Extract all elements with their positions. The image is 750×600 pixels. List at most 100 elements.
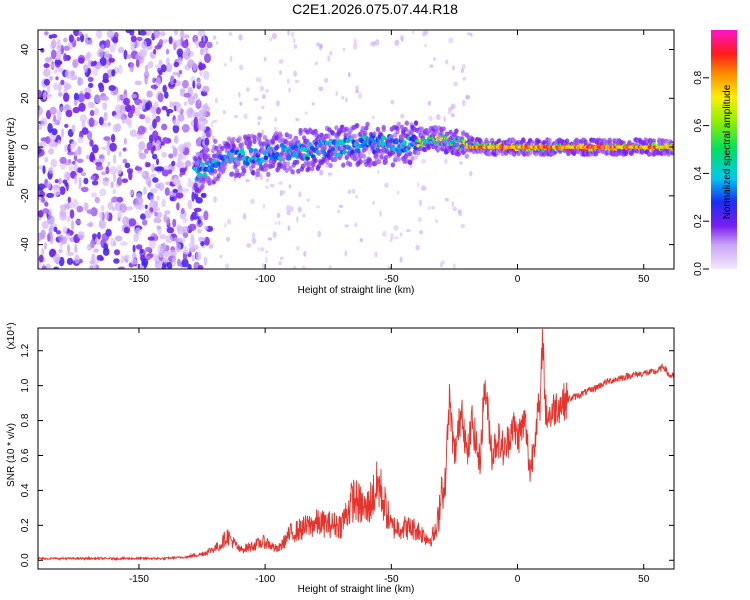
- heatmap-cell: [161, 264, 167, 269]
- heatmap-cell: [361, 153, 367, 159]
- heatmap-cell: [152, 200, 159, 208]
- heatmap-cell: [564, 138, 570, 144]
- heatmap-cell: [181, 124, 190, 133]
- heatmap-cell: [105, 39, 111, 48]
- heatmap-cell: [228, 158, 233, 164]
- heatmap-cell: [77, 136, 84, 144]
- heatmap-cell: [423, 147, 428, 153]
- heatmap-cell: [324, 77, 329, 83]
- y-tick-label: 1.0: [20, 378, 31, 392]
- heatmap-cell: [431, 144, 436, 150]
- heatmap-cell: [155, 183, 161, 189]
- heatmap-cell: [96, 30, 103, 39]
- heatmap-cell: [675, 146, 679, 150]
- heatmap-cell: [648, 151, 653, 157]
- heatmap-cell: [57, 82, 62, 93]
- heatmap-cell: [295, 117, 300, 122]
- heatmap-cell: [443, 139, 449, 145]
- heatmap-cell: [163, 39, 168, 44]
- heatmap-cell: [265, 256, 268, 264]
- heatmap-cell: [144, 148, 149, 155]
- heatmap-cell: [153, 30, 161, 39]
- heatmap-cell: [207, 177, 212, 183]
- heatmap-cell: [367, 162, 372, 168]
- snr-y-ticks: 0.0 0.2 0.4 0.6 0.8 1.0 1.2: [20, 343, 674, 567]
- heatmap-cell: [103, 111, 108, 122]
- heatmap-cell: [156, 158, 159, 166]
- heatmap-cell: [139, 248, 144, 254]
- heatmap-cell: [287, 78, 290, 84]
- heatmap-cell: [451, 113, 455, 118]
- heatmap-cell: [289, 206, 294, 212]
- heatmap-cell: [217, 149, 223, 156]
- heatmap-cell: [243, 113, 248, 120]
- heatmap-cell: [93, 248, 99, 253]
- heatmap-cell: [56, 45, 62, 50]
- heatmap-cell: [252, 138, 257, 144]
- heatmap-cell: [162, 84, 167, 93]
- y-tick-label: 0.2: [20, 518, 31, 532]
- heatmap-cell: [46, 84, 51, 94]
- heatmap-cell: [203, 70, 210, 81]
- heatmap-cell: [64, 123, 69, 128]
- heatmap-cell: [376, 159, 382, 165]
- heatmap-cell: [44, 57, 52, 63]
- heatmap-cell: [199, 152, 204, 158]
- heatmap-cell: [348, 161, 353, 167]
- heatmap-cell: [404, 151, 409, 157]
- heatmap-cell: [200, 240, 205, 247]
- heatmap-cell: [172, 188, 179, 193]
- heatmap-cell: [88, 82, 94, 88]
- heatmap-cell: [367, 149, 371, 156]
- heatmap-cell: [286, 155, 292, 161]
- heatmap-cell: [155, 76, 161, 87]
- heatmap-cell: [117, 46, 125, 54]
- heatmap-cell: [461, 63, 466, 70]
- heatmap-cell: [399, 34, 404, 42]
- heatmap-cell: [179, 167, 187, 173]
- heatmap-cell: [40, 117, 48, 127]
- heatmap-cell: [287, 225, 291, 232]
- heatmap-cell: [186, 109, 191, 119]
- heatmap-cell: [178, 237, 186, 243]
- heatmap-cell: [67, 196, 72, 204]
- heatmap-cell: [293, 70, 297, 77]
- heatmap-cell: [394, 39, 400, 46]
- heatmap-cell: [265, 250, 269, 254]
- heatmap-cell: [77, 77, 84, 86]
- heatmap-cell: [145, 246, 152, 253]
- heatmap-cell: [141, 40, 148, 49]
- heatmap-cell: [230, 152, 235, 158]
- heatmap-cell: [101, 171, 107, 176]
- heatmap-cell: [205, 46, 209, 51]
- heatmap-cell: [651, 142, 656, 146]
- heatmap-cell: [176, 202, 180, 211]
- heatmap-cell: [342, 149, 347, 155]
- y-tick-label: 40: [20, 44, 31, 56]
- heatmap-cell: [417, 182, 420, 188]
- heatmap-cell: [103, 243, 109, 252]
- heatmap-cell: [139, 153, 147, 160]
- heatmap-cell: [153, 101, 159, 109]
- heatmap-cell: [192, 80, 196, 89]
- heatmap-cell: [183, 101, 188, 106]
- heatmap-cell: [98, 83, 105, 93]
- heatmap-cell: [259, 173, 263, 181]
- heatmap-cell: [118, 64, 123, 75]
- heatmap-cell: [113, 154, 117, 164]
- heatmap-cell: [151, 130, 159, 141]
- heatmap-cell: [194, 263, 199, 268]
- spectrogram-x-label: Height of straight line (km): [298, 285, 415, 296]
- heatmap-cell: [128, 218, 137, 227]
- heatmap-cell: [123, 254, 131, 259]
- heatmap-cell: [288, 133, 293, 139]
- heatmap-cell: [41, 220, 49, 229]
- heatmap-cell: [307, 160, 313, 166]
- colorbar-gradient: [711, 30, 737, 269]
- heatmap-cell: [105, 210, 110, 221]
- heatmap-cell: [52, 187, 61, 196]
- heatmap-cell: [460, 224, 466, 229]
- heatmap-cell: [140, 213, 146, 220]
- heatmap-cell: [74, 149, 78, 157]
- heatmap-cell: [56, 109, 62, 119]
